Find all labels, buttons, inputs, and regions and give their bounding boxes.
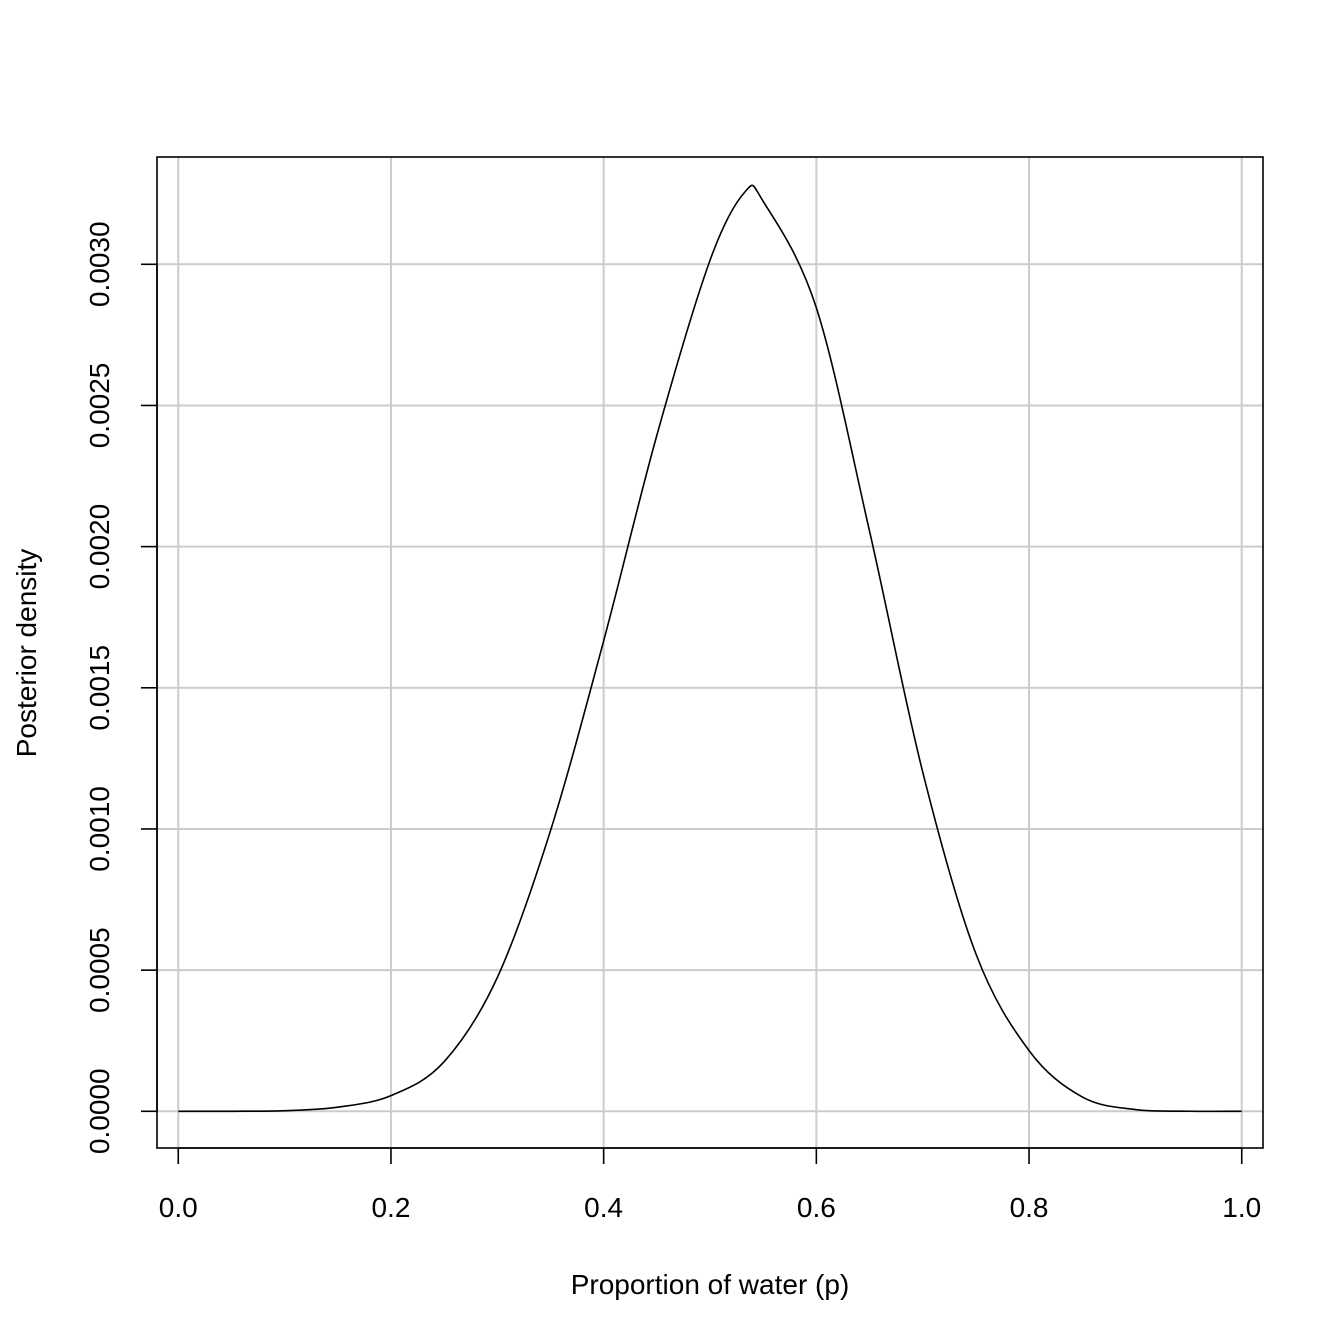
grid-lines xyxy=(157,157,1263,1148)
y-tick-label: 0.0030 xyxy=(84,221,115,307)
y-tick-label: 0.0025 xyxy=(84,363,115,449)
y-tick-label: 0.0005 xyxy=(84,927,115,1013)
x-tick-label: 0.2 xyxy=(371,1192,410,1223)
posterior-curve xyxy=(178,184,1242,1113)
y-tick-label: 0.0020 xyxy=(84,504,115,590)
y-tick-label: 0.0010 xyxy=(84,786,115,872)
x-axis-title: Proportion of water (p) xyxy=(571,1269,850,1300)
x-axis: 0.0 0.2 0.4 0.6 0.8 1.0 xyxy=(159,1147,1261,1223)
y-tick-label: 0.0015 xyxy=(84,645,115,731)
x-tick-label: 0.4 xyxy=(584,1192,623,1223)
x-tick-label: 0.6 xyxy=(797,1192,836,1223)
x-tick-label: 0.0 xyxy=(159,1192,198,1223)
x-tick-label: 0.8 xyxy=(1010,1192,1049,1223)
x-tick-label: 1.0 xyxy=(1222,1192,1261,1223)
plot-frame xyxy=(156,156,1264,1149)
y-axis: 0.0000 0.0005 0.0010 0.0015 0.0020 0.0025 0.00… xyxy=(84,221,158,1154)
y-axis-title: Posterior density xyxy=(11,549,42,758)
y-tick-label: 0.0000 xyxy=(84,1068,115,1154)
